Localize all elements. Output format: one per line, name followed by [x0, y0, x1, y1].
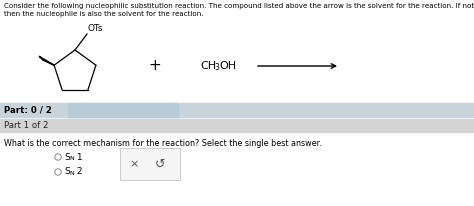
Bar	[0, 103, 474, 117]
Text: ↺: ↺	[155, 158, 165, 171]
Circle shape	[55, 154, 61, 160]
Text: S: S	[64, 152, 70, 162]
Text: N: N	[70, 171, 74, 176]
Text: Part: 0 / 2: Part: 0 / 2	[4, 105, 52, 115]
Bar	[0, 134, 474, 206]
Text: Consider the following nucleophilic substitution reaction. The compound listed a: Consider the following nucleophilic subs…	[4, 3, 474, 9]
Text: What is the correct mechanism for the reaction? Select the single best answer.: What is the correct mechanism for the re…	[4, 139, 322, 148]
Text: ×: ×	[129, 159, 139, 169]
Text: then the nucleophile is also the solvent for the reaction.: then the nucleophile is also the solvent…	[4, 11, 203, 17]
Bar	[0, 119, 474, 132]
Bar	[68, 103, 178, 117]
Text: OH: OH	[219, 61, 236, 71]
Text: 1: 1	[74, 152, 83, 162]
Bar	[120, 148, 180, 180]
Text: 2: 2	[74, 167, 83, 177]
Text: CH: CH	[200, 61, 216, 71]
Circle shape	[55, 169, 61, 175]
Text: S: S	[64, 167, 70, 177]
Text: N: N	[70, 156, 74, 161]
Text: Part 1 of 2: Part 1 of 2	[4, 121, 48, 130]
Polygon shape	[39, 56, 54, 65]
Text: 3: 3	[215, 63, 219, 73]
Text: +: +	[149, 59, 161, 74]
Text: OTs: OTs	[88, 24, 103, 33]
